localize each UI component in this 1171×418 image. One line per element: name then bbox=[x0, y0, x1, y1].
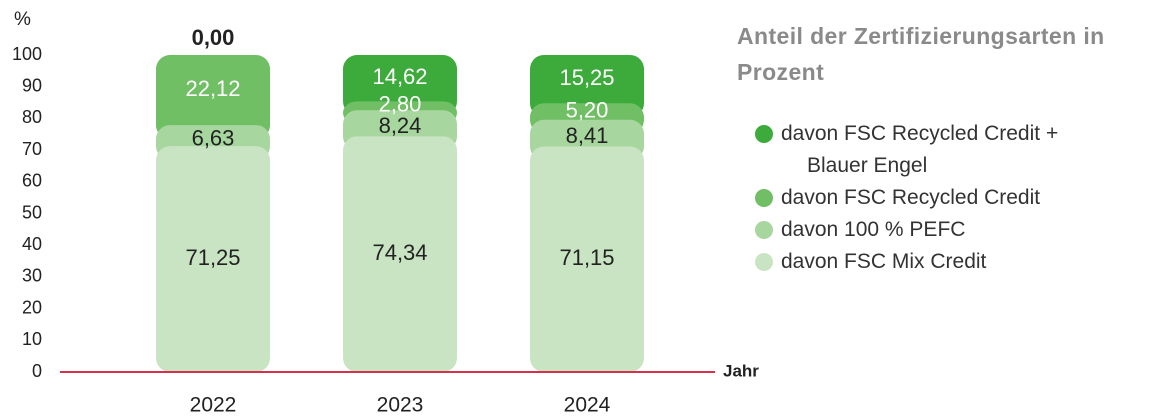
legend-label: davon FSC Recycled Credit + Blauer Engel bbox=[781, 122, 1059, 177]
bar-segment bbox=[343, 136, 457, 372]
value-label: 71,25 bbox=[185, 245, 240, 270]
x-tick-label: 2022 bbox=[190, 394, 237, 417]
y-tick-label: 0 bbox=[32, 361, 42, 381]
value-label: 74,34 bbox=[372, 240, 427, 265]
bar-segment bbox=[530, 146, 644, 372]
legend-title: Anteil der Zertifizierungsarten in Proze… bbox=[737, 23, 1105, 85]
bar-segment bbox=[156, 146, 270, 372]
legend-swatch bbox=[755, 125, 773, 143]
bar-segment bbox=[343, 55, 457, 116]
value-label: 8,41 bbox=[566, 123, 609, 148]
y-tick-label: 60 bbox=[22, 171, 42, 191]
y-tick-label: 100 bbox=[12, 44, 42, 64]
legend-swatch bbox=[755, 221, 773, 239]
x-tick-label: 2023 bbox=[377, 394, 424, 417]
legend-label: davon 100 % PEFC bbox=[781, 218, 966, 241]
y-tick-label: 80 bbox=[22, 107, 42, 127]
value-label: 15,25 bbox=[559, 65, 614, 90]
value-label: 8,24 bbox=[379, 113, 422, 138]
y-axis-label: % bbox=[14, 9, 31, 30]
value-label: 71,15 bbox=[559, 245, 614, 270]
value-label: 6,63 bbox=[192, 125, 235, 150]
y-tick-label: 50 bbox=[22, 202, 42, 222]
value-label: 22,12 bbox=[185, 76, 240, 101]
y-tick-label: 90 bbox=[22, 75, 42, 95]
y-tick-label: 10 bbox=[22, 329, 42, 349]
x-axis-label: Jahr bbox=[723, 361, 759, 380]
value-label: 2,80 bbox=[379, 92, 422, 117]
legend-label: davon FSC Recycled Credit bbox=[781, 186, 1041, 209]
value-label: 0,00 bbox=[192, 25, 235, 50]
bar-segment bbox=[156, 55, 270, 140]
y-tick-label: 40 bbox=[22, 234, 42, 254]
legend-label: davon FSC Mix Credit bbox=[781, 250, 987, 273]
y-tick-label: 70 bbox=[22, 139, 42, 159]
legend-item: davon FSC Recycled Credit + Blauer Engel bbox=[755, 118, 1089, 182]
legend-swatch bbox=[755, 189, 773, 207]
legend: davon FSC Recycled Credit + Blauer Engel… bbox=[755, 118, 1089, 278]
y-tick-label: 30 bbox=[22, 266, 42, 286]
value-label: 14,62 bbox=[372, 64, 427, 89]
legend-item: davon 100 % PEFC bbox=[755, 214, 1089, 246]
y-tick-label: 20 bbox=[22, 297, 42, 317]
x-tick-label: 2024 bbox=[564, 394, 611, 417]
legend-item: davon FSC Mix Credit bbox=[755, 246, 1089, 278]
value-label: 5,20 bbox=[566, 97, 609, 122]
bar-segment bbox=[530, 54, 644, 118]
legend-item: davon FSC Recycled Credit bbox=[755, 182, 1089, 214]
legend-swatch bbox=[755, 253, 773, 271]
